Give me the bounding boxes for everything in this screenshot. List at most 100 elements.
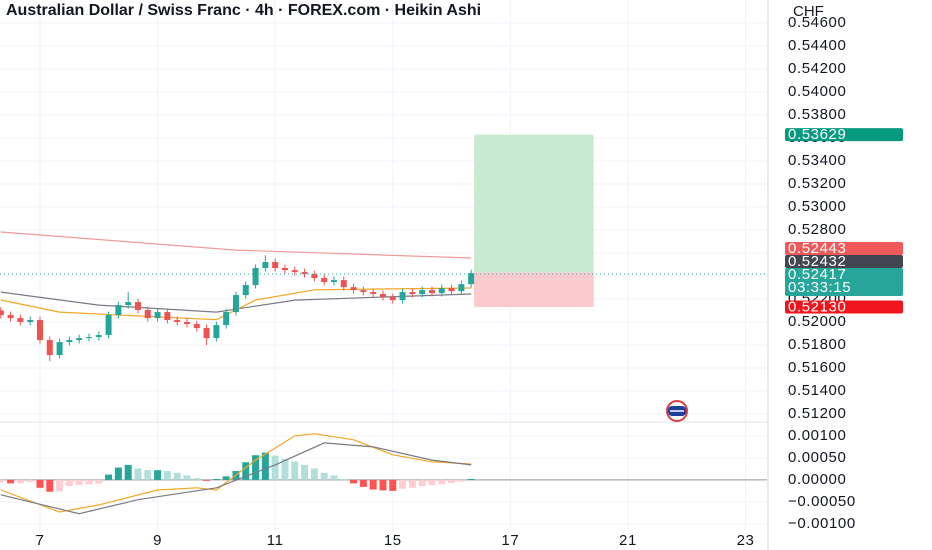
candle-body — [330, 280, 337, 283]
y-tick-label: 0.51400 — [788, 382, 846, 399]
flag-icon — [666, 400, 688, 422]
candle-body — [56, 342, 63, 356]
y-tick-label: 0.54400 — [788, 37, 846, 54]
candle-body — [291, 270, 298, 273]
indicator-line — [0, 442, 472, 515]
y-tick-label: 0.54000 — [788, 83, 846, 100]
candle-body — [7, 315, 14, 319]
x-tick-label: 23 — [737, 532, 755, 549]
histogram-bar — [65, 479, 73, 487]
candle-body — [428, 290, 435, 294]
x-tick-label: 17 — [501, 532, 519, 549]
candle-body — [232, 295, 239, 313]
candle-body — [281, 268, 288, 271]
histogram-bar — [183, 475, 191, 480]
histogram-bar — [26, 479, 34, 483]
candle-body — [125, 302, 132, 306]
candle-body — [0, 310, 4, 316]
histogram-bar — [144, 470, 152, 480]
y-tick-label: 0.52000 — [788, 313, 846, 330]
indicator-line — [0, 291, 472, 313]
candle-body — [448, 288, 455, 292]
histogram-bar — [320, 472, 328, 480]
candle-body — [272, 262, 279, 269]
histogram-bar — [418, 479, 426, 487]
y-tick-label: 0.54600 — [788, 14, 846, 31]
x-tick-label: 7 — [36, 532, 45, 549]
candle-body — [242, 285, 249, 296]
candle-body — [301, 272, 308, 275]
histogram-bar — [0, 479, 5, 483]
candle-body — [370, 292, 377, 295]
candle-body — [350, 287, 357, 291]
plot-area — [0, 0, 768, 530]
histogram-bar — [46, 479, 54, 492]
price-tag — [785, 255, 903, 269]
profit-zone — [474, 134, 594, 273]
price-tag-label: 0.52417 — [788, 266, 846, 283]
price-tag-label: 0.52443 — [788, 240, 846, 257]
y-tick-label: 0.00100 — [788, 427, 846, 444]
candle-body — [409, 292, 416, 295]
candle-body — [252, 268, 259, 286]
price-tag — [785, 242, 903, 256]
x-tick-label: 11 — [267, 532, 284, 549]
candle-body — [164, 312, 171, 321]
y-tick-label: 0.53400 — [788, 152, 846, 169]
indicator-line — [0, 231, 472, 259]
countdown: 03:33:15 — [788, 279, 851, 296]
price-tag-label: 0.52130 — [788, 298, 846, 315]
candle-body — [419, 290, 426, 295]
histogram-bar — [242, 462, 250, 480]
y-tick-label: 0.51200 — [788, 405, 846, 422]
chart-title: Australian Dollar / Swiss Franc · 4h · F… — [6, 2, 481, 19]
histogram-bar — [261, 452, 269, 480]
candle-body — [27, 320, 34, 322]
candle-body — [36, 320, 43, 341]
candle-body — [223, 312, 230, 326]
histogram-bar — [457, 479, 465, 482]
histogram-bar — [271, 455, 279, 480]
histogram-bar — [448, 479, 456, 483]
histogram-bar — [193, 478, 201, 480]
candle-body — [174, 320, 181, 322]
x-tick-label: 21 — [619, 532, 637, 549]
histogram-bar — [350, 479, 358, 484]
candle-body — [76, 338, 83, 341]
histogram-bar — [212, 478, 220, 480]
candle-body — [321, 278, 328, 283]
histogram-bar — [222, 476, 230, 480]
price-tag — [785, 268, 903, 297]
histogram-bar — [163, 471, 171, 480]
price-tag-label: 0.53629 — [788, 126, 846, 143]
candle-body — [360, 290, 367, 293]
y-tick-label: 0.53800 — [788, 106, 846, 123]
candle-body — [105, 315, 112, 336]
y-tick-label: −0.00100 — [788, 515, 856, 532]
candle-body — [262, 262, 269, 269]
y-tick-label: 0.00050 — [788, 449, 846, 466]
histogram-bar — [16, 479, 24, 484]
histogram-bar — [408, 479, 416, 488]
candle-body — [340, 280, 347, 288]
histogram-bar — [105, 474, 113, 480]
histogram-bar — [114, 467, 122, 480]
candle-body — [95, 335, 102, 338]
candle-body — [379, 294, 386, 298]
histogram-bar — [330, 475, 338, 480]
x-tick-label: 15 — [384, 532, 402, 549]
x-tick-label: 9 — [153, 532, 162, 549]
histogram-bar — [203, 479, 211, 481]
y-tick-label: 0.53000 — [788, 198, 846, 215]
candle-body — [438, 288, 445, 294]
histogram-bar — [173, 472, 181, 480]
candle-body — [115, 305, 122, 316]
y-tick-label: 0.51800 — [788, 336, 846, 353]
indicator-line — [0, 433, 472, 513]
candle-body — [66, 340, 73, 343]
loss-zone — [474, 272, 594, 308]
histogram-bar — [310, 468, 318, 480]
y-tick-label: 0.52800 — [788, 221, 846, 238]
histogram-bar — [359, 479, 367, 487]
